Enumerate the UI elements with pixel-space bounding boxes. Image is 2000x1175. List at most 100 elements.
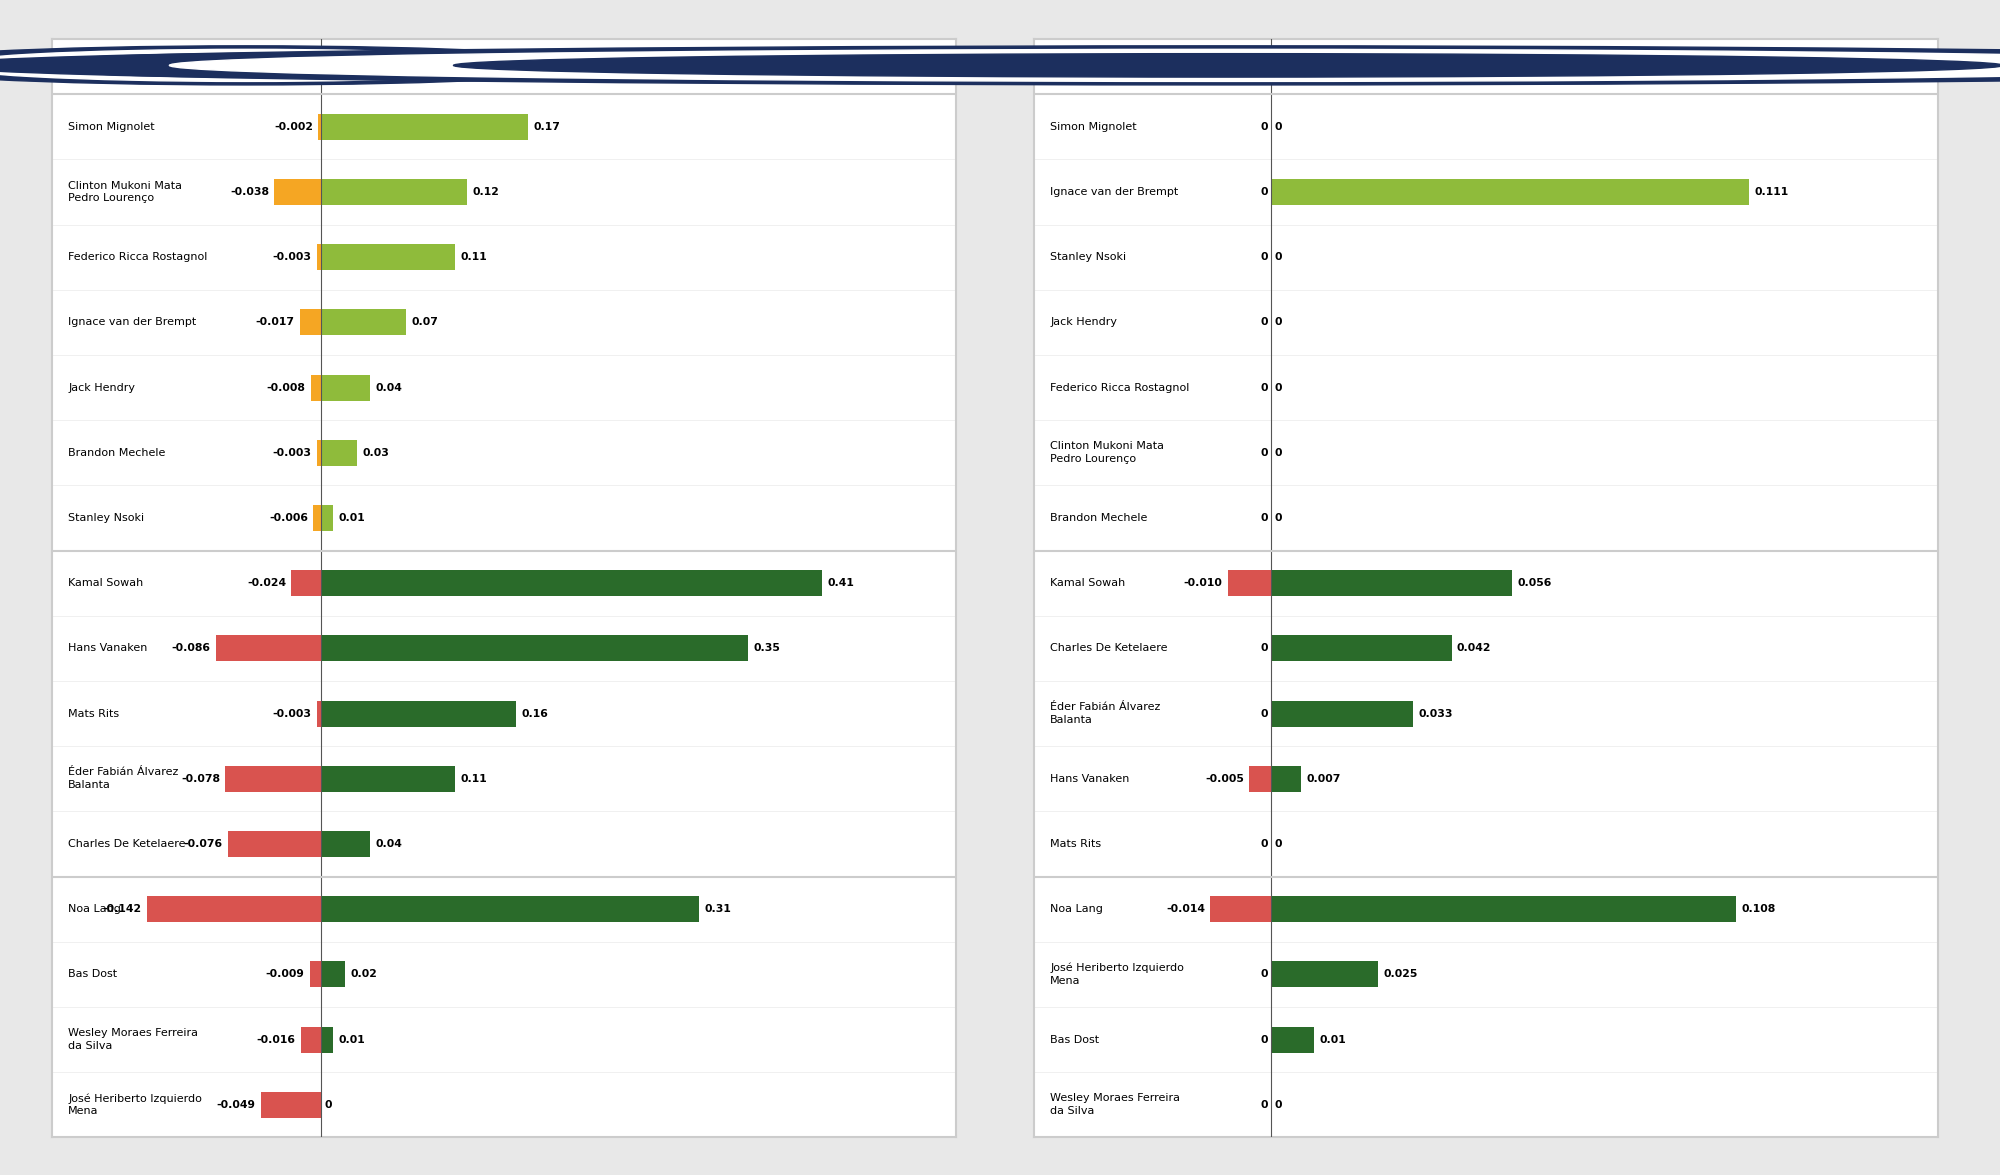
Text: 0: 0 (1274, 839, 1282, 850)
Text: 0.01: 0.01 (338, 513, 366, 523)
Text: Ignace van der Brempt: Ignace van der Brempt (1050, 187, 1178, 197)
Text: Mats Rits: Mats Rits (68, 709, 120, 719)
Bar (320, 831, 370, 857)
Bar (320, 700, 516, 726)
Text: -0.006: -0.006 (270, 513, 308, 523)
Text: 0: 0 (1260, 448, 1268, 458)
Text: -0.002: -0.002 (274, 122, 312, 132)
Text: 0.04: 0.04 (376, 383, 402, 392)
Text: 0.16: 0.16 (522, 709, 548, 719)
Text: 0.111: 0.111 (1754, 187, 1788, 197)
Text: 0: 0 (1274, 1100, 1282, 1110)
Bar (1270, 636, 1452, 662)
Text: -0.010: -0.010 (1184, 578, 1222, 589)
Text: xT from Passes: xT from Passes (74, 56, 228, 74)
Bar (226, 766, 320, 792)
Bar (1270, 1027, 1314, 1053)
Text: Éder Fabián Álvarez
Balanta: Éder Fabián Álvarez Balanta (68, 767, 178, 791)
Circle shape (0, 46, 2000, 85)
Bar (318, 244, 320, 270)
Text: Stanley Nsoki: Stanley Nsoki (68, 513, 144, 523)
Bar (292, 570, 320, 596)
Text: 0: 0 (1274, 448, 1282, 458)
Text: Jack Hendry: Jack Hendry (68, 383, 136, 392)
Text: 0.007: 0.007 (1306, 774, 1340, 784)
Text: Ignace van der Brempt: Ignace van der Brempt (68, 317, 196, 328)
Bar (1210, 897, 1270, 922)
Text: 0.01: 0.01 (338, 1035, 366, 1045)
Text: 0: 0 (1260, 1100, 1268, 1110)
Bar (320, 636, 748, 662)
Bar (1270, 570, 1512, 596)
Bar (310, 961, 320, 987)
Text: 0.02: 0.02 (350, 969, 378, 980)
Text: Noa Lang: Noa Lang (68, 905, 122, 914)
Bar (1270, 179, 1748, 204)
Text: Bas Dost: Bas Dost (1050, 1035, 1100, 1045)
Text: 0.11: 0.11 (460, 253, 488, 262)
Circle shape (0, 49, 546, 81)
Text: Jack Hendry: Jack Hendry (1050, 317, 1118, 328)
Bar (320, 961, 346, 987)
Bar (228, 831, 320, 857)
Text: 0: 0 (1260, 644, 1268, 653)
Bar (1250, 766, 1270, 792)
Bar (320, 114, 528, 140)
Text: 0: 0 (1274, 383, 1282, 392)
Text: Kamal Sowah: Kamal Sowah (68, 578, 144, 589)
Bar (320, 375, 370, 401)
Text: Hans Vanaken: Hans Vanaken (68, 644, 148, 653)
Circle shape (454, 54, 2000, 78)
Bar (216, 636, 320, 662)
Text: -0.005: -0.005 (1204, 774, 1244, 784)
Bar (318, 439, 320, 465)
Bar (1270, 700, 1412, 726)
Text: Brandon Mechele: Brandon Mechele (68, 448, 166, 458)
Text: 0: 0 (1260, 317, 1268, 328)
Text: 0: 0 (1260, 253, 1268, 262)
Text: xT from Dribbles: xT from Dribbles (1056, 56, 1226, 74)
Text: -0.086: -0.086 (172, 644, 210, 653)
Text: José Heriberto Izquierdo
Mena: José Heriberto Izquierdo Mena (68, 1093, 202, 1116)
Text: 0.17: 0.17 (534, 122, 560, 132)
Text: Simon Mignolet: Simon Mignolet (1050, 122, 1136, 132)
Text: 0: 0 (1260, 513, 1268, 523)
Bar (320, 179, 468, 204)
Text: -0.003: -0.003 (272, 253, 312, 262)
Bar (320, 897, 700, 922)
Text: Clinton Mukoni Mata
Pedro Lourenço: Clinton Mukoni Mata Pedro Lourenço (68, 181, 182, 203)
Bar (320, 766, 456, 792)
Text: 0: 0 (1260, 383, 1268, 392)
Text: Hans Vanaken: Hans Vanaken (1050, 774, 1130, 784)
Text: -0.003: -0.003 (272, 448, 312, 458)
Bar (148, 897, 320, 922)
Text: Federico Ricca Rostagnol: Federico Ricca Rostagnol (1050, 383, 1190, 392)
Text: 0: 0 (1260, 709, 1268, 719)
Text: Charles De Ketelaere: Charles De Ketelaere (68, 839, 186, 850)
Text: 0.31: 0.31 (704, 905, 732, 914)
Text: -0.078: -0.078 (182, 774, 220, 784)
Text: 0.12: 0.12 (472, 187, 500, 197)
Text: Charles De Ketelaere: Charles De Ketelaere (1050, 644, 1168, 653)
Text: Clinton Mukoni Mata
Pedro Lourenço: Clinton Mukoni Mata Pedro Lourenço (1050, 442, 1164, 464)
Bar (1270, 897, 1736, 922)
Text: 0.108: 0.108 (1742, 905, 1776, 914)
Text: 0: 0 (1260, 969, 1268, 980)
Bar (320, 309, 406, 335)
Text: 0.07: 0.07 (412, 317, 438, 328)
Text: Wesley Moraes Ferreira
da Silva: Wesley Moraes Ferreira da Silva (1050, 1094, 1180, 1116)
Text: 0: 0 (324, 1100, 332, 1110)
Text: 0: 0 (1274, 122, 1282, 132)
Text: 0.056: 0.056 (1518, 578, 1552, 589)
Text: 0: 0 (1260, 1035, 1268, 1045)
Text: 0: 0 (1260, 187, 1268, 197)
Text: -0.017: -0.017 (256, 317, 294, 328)
Bar (318, 114, 320, 140)
Text: 0.41: 0.41 (828, 578, 854, 589)
Text: Simon Mignolet: Simon Mignolet (68, 122, 154, 132)
Text: Federico Ricca Rostagnol: Federico Ricca Rostagnol (68, 253, 208, 262)
Bar (318, 700, 320, 726)
Text: -0.003: -0.003 (272, 709, 312, 719)
Bar (302, 1027, 320, 1053)
Text: 0.025: 0.025 (1384, 969, 1418, 980)
